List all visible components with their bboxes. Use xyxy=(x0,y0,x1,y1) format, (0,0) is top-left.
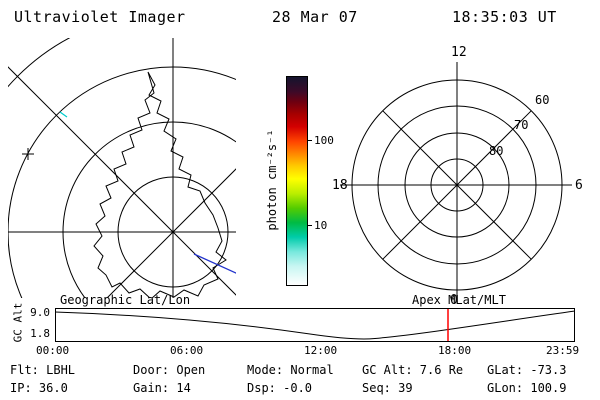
xtick-1200: 12:00 xyxy=(304,344,338,357)
header-time: 18:35:03 UT xyxy=(452,8,557,26)
altitude-frame xyxy=(55,308,575,342)
colorbar-tick-10: 10 xyxy=(314,219,328,232)
altitude-ytick-max: 9.0 xyxy=(30,306,50,319)
terminator-marker xyxy=(22,148,34,160)
status-flt: Flt: LBHL xyxy=(10,363,76,377)
colorbar-tick-10-mark xyxy=(307,225,312,226)
apex-polar-panel: 12 18 6 0 60 70 80 xyxy=(332,45,583,306)
apex-mlt-0-label: 0 xyxy=(450,293,458,306)
aurora-trace-faint xyxy=(59,111,68,118)
apex-mlt-12-label: 12 xyxy=(451,45,467,60)
status-dsp: Dsp: -0.0 xyxy=(247,381,313,395)
status-glat: GLat: -73.3 xyxy=(487,363,567,377)
apex-mlat-70-label: 70 xyxy=(514,118,528,132)
status-seq: Seq: 39 xyxy=(362,381,413,395)
xtick-1800: 18:00 xyxy=(438,344,472,357)
apex-mlat-80-label: 80 xyxy=(489,144,503,158)
apex-grid xyxy=(340,62,572,296)
apex-mlat-60-label: 60 xyxy=(535,93,549,107)
altitude-curve xyxy=(55,310,575,340)
status-gain: Gain: 14 xyxy=(133,381,191,395)
xtick-0600: 06:00 xyxy=(170,344,204,357)
app-title: Ultraviolet Imager xyxy=(14,8,186,26)
geo-panel-title: Geographic Lat/Lon xyxy=(60,293,191,307)
status-door: Door: Open xyxy=(133,363,206,377)
altitude-strip-chart xyxy=(55,308,575,342)
intensity-colorbar xyxy=(286,76,308,286)
apex-mlt-18-label: 18 xyxy=(332,178,348,193)
xtick-2359: 23:59 xyxy=(546,344,580,357)
colorbar-unit-label: photon cm⁻²s⁻¹ xyxy=(265,129,279,231)
altitude-ylabel: GC Alt xyxy=(11,302,25,343)
apex-panel-title: Apex MLat/MLT xyxy=(412,293,506,307)
colorbar-tick-100-mark xyxy=(307,140,312,141)
geographic-map-panel xyxy=(8,38,236,298)
header-date: 28 Mar 07 xyxy=(272,8,358,26)
status-mode: Mode: Normal xyxy=(247,363,334,377)
aurora-trace xyxy=(193,253,236,274)
status-glon: GLon: 100.9 xyxy=(487,381,567,395)
antarctica-coastline xyxy=(93,71,227,298)
apex-mlt-6-label: 6 xyxy=(575,178,583,193)
status-gcalt: GC Alt: 7.6 Re xyxy=(362,363,464,377)
status-ip: IP: 36.0 xyxy=(10,381,68,395)
colorbar-tick-100: 100 xyxy=(314,134,334,147)
xtick-0000: 00:00 xyxy=(36,344,70,357)
geographic-graticule xyxy=(8,38,236,298)
altitude-ytick-min: 1.8 xyxy=(30,327,50,340)
